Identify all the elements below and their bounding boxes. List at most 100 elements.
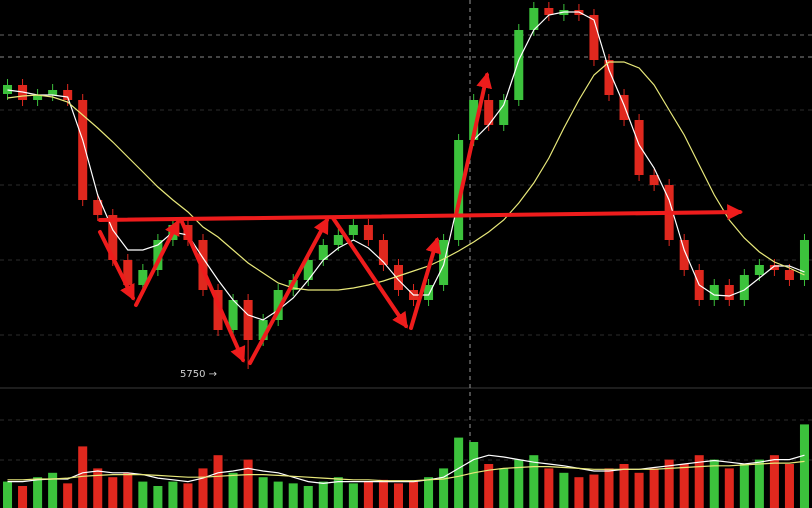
volume-bar	[484, 464, 494, 508]
volume-bar	[48, 472, 58, 508]
candle-body	[469, 100, 479, 140]
volume-bar	[604, 468, 614, 508]
candle-body	[393, 265, 403, 290]
volume-bar	[198, 468, 208, 508]
volume-bar	[63, 483, 73, 508]
candle-body	[784, 270, 794, 280]
volume-bar	[559, 472, 569, 508]
volume-bar	[138, 481, 148, 508]
volume-bar	[318, 481, 328, 508]
volume-bar	[303, 486, 313, 508]
candle-body	[258, 320, 268, 340]
candle-body	[48, 90, 58, 95]
candle-body	[514, 30, 524, 100]
candle-body	[93, 200, 103, 215]
candle-body	[799, 240, 809, 280]
candle-body	[318, 245, 328, 260]
volume-bar	[544, 468, 554, 508]
volume-bar	[228, 472, 238, 508]
ma-line	[7, 61, 805, 291]
price-annotation: 5750 →	[180, 369, 217, 380]
volume-bar	[123, 472, 133, 508]
annotation-arrows	[98, 71, 744, 365]
candle-body	[108, 215, 118, 260]
arrow	[454, 71, 493, 217]
volume-bar	[153, 486, 163, 508]
volume-bar	[243, 459, 253, 508]
candle-body	[484, 100, 494, 125]
candle-body	[769, 265, 779, 270]
candle-body	[739, 275, 749, 300]
volume-bar	[3, 481, 13, 508]
volume-bar	[213, 455, 223, 508]
volume-bar	[183, 483, 193, 508]
volume-bar	[93, 468, 103, 508]
arrow	[98, 230, 135, 301]
candle-body	[604, 60, 614, 95]
volume-bar	[454, 437, 464, 508]
volume-bar	[634, 472, 644, 508]
candle-body	[454, 140, 464, 240]
candle-body	[709, 285, 719, 300]
volume-bar	[754, 459, 764, 508]
volume-bar	[619, 464, 629, 508]
volume-bar	[529, 455, 539, 508]
candle-body	[754, 265, 764, 275]
volume-bar	[514, 459, 524, 508]
volume-bar	[709, 459, 719, 508]
candle-body	[649, 175, 659, 185]
candle-body	[333, 235, 343, 245]
candle-body	[544, 8, 554, 15]
candle-body	[78, 100, 88, 200]
volume-bar	[469, 442, 479, 508]
candle-body	[123, 260, 133, 285]
arrow	[248, 217, 329, 365]
candle-body	[589, 15, 599, 60]
volume-bar	[784, 464, 794, 508]
volume-bar	[694, 455, 704, 508]
arrow	[409, 236, 442, 330]
candle-body	[424, 285, 434, 300]
volume-bar	[288, 483, 298, 508]
volume-bar	[168, 481, 178, 508]
arrow	[331, 216, 408, 329]
candle-body	[213, 290, 223, 330]
candle-body	[499, 100, 509, 125]
volume-bar	[739, 464, 749, 508]
volume-bar	[108, 477, 118, 508]
volume-bar	[664, 459, 674, 508]
candle-body	[363, 225, 373, 240]
volume-bar	[258, 477, 268, 508]
volume-bar	[393, 483, 403, 508]
neckline-arrow	[98, 204, 744, 222]
volume-bar	[363, 481, 373, 508]
volume-bar	[574, 477, 584, 508]
volume-bar	[409, 481, 419, 508]
candle-body	[153, 240, 163, 270]
volume-bar	[649, 468, 659, 508]
volume-bar	[18, 486, 28, 508]
volume-bar	[679, 464, 689, 508]
candle-body	[378, 240, 388, 265]
volume-bar	[589, 474, 599, 508]
candle-body	[63, 90, 73, 100]
candle-body	[303, 260, 313, 280]
candle-body	[33, 95, 43, 100]
volume-bar	[78, 446, 88, 508]
candle-body	[634, 120, 644, 175]
candle-body	[724, 285, 734, 300]
volume-bar	[348, 483, 358, 508]
volume-bar	[799, 424, 809, 508]
volume-bar	[333, 477, 343, 508]
candle-body	[529, 8, 539, 30]
volume-bar	[769, 455, 779, 508]
volume-bar	[273, 481, 283, 508]
candle-body	[243, 300, 253, 340]
volume-bar	[439, 468, 449, 508]
volume-bar	[499, 468, 509, 508]
candle-body	[3, 85, 13, 94]
candle-body	[138, 270, 148, 285]
arrow	[134, 219, 180, 307]
